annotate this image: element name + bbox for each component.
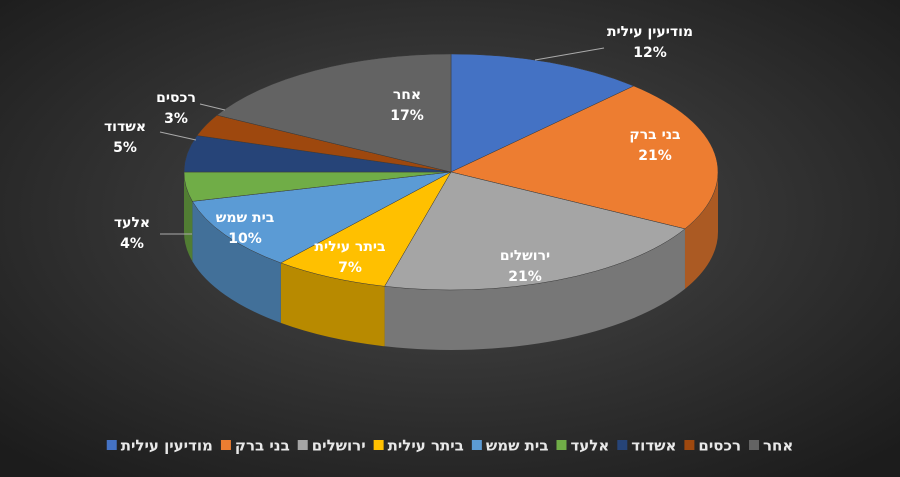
slice: [450, 53, 635, 173]
slice-side: [192, 201, 281, 323]
legend-swatch: [617, 440, 628, 450]
legend-item: אחר: [748, 437, 793, 455]
category-label: מודיעין עילית: [607, 24, 693, 40]
legend-swatch: [471, 440, 482, 450]
legend-item: אלעד: [556, 437, 609, 455]
legend-swatch: [220, 440, 231, 450]
slice: [384, 171, 686, 291]
legend-item: רכסים: [684, 437, 741, 455]
slice-side: [280, 262, 385, 347]
legend-swatch: [684, 440, 695, 450]
category-label: אחר: [393, 87, 421, 103]
legend-swatch: [106, 440, 117, 450]
slice-side: [184, 172, 193, 262]
category-label: אלעד: [114, 215, 150, 231]
category-label: ביתר עילית: [314, 239, 385, 255]
legend-item: אשדוד: [617, 437, 676, 455]
pie-tops: [183, 53, 719, 291]
legend-item: ביתר עילית: [373, 437, 464, 455]
legend-item: בית שמש: [471, 437, 549, 455]
legend-label: מודיעין עילית: [121, 437, 213, 455]
data-labels: מודיעין עילית 12% בני ברק 21% ירושלים 21% ביתר…: [104, 24, 693, 285]
legend-item: בני ברק: [220, 437, 290, 455]
value-label: 12%: [633, 45, 667, 61]
category-label: רכסים: [156, 90, 196, 106]
category-label: ירושלים: [500, 248, 550, 264]
leader-line: [159, 131, 197, 141]
legend-label: בני ברק: [235, 437, 290, 455]
legend-label: רכסים: [698, 437, 741, 455]
legend-label: אחר: [763, 437, 793, 455]
legend-swatch: [556, 440, 567, 450]
slice: [280, 171, 452, 287]
legend: מודיעין עילית בני ברק ירושלים ביתר עילית בית…: [106, 437, 793, 455]
legend-swatch: [748, 440, 759, 450]
legend-label: בית שמש: [486, 437, 549, 455]
leader-line: [199, 103, 226, 111]
pie-sides: [184, 172, 718, 350]
value-label: 7%: [338, 260, 362, 276]
value-label: 10%: [228, 231, 262, 247]
legend-label: ביתר עילית: [388, 437, 464, 455]
legend-item: ירושלים: [297, 437, 366, 455]
slice: [450, 85, 719, 230]
slice: [216, 53, 452, 173]
legend-item: מודיעין עילית: [106, 437, 213, 455]
legend-label: ירושלים: [312, 437, 366, 455]
category-label: בני ברק: [629, 127, 680, 143]
slice-side: [384, 228, 685, 350]
value-label: 4%: [120, 236, 144, 252]
category-label: בית שמש: [216, 210, 274, 226]
value-label: 21%: [508, 269, 542, 285]
category-label: אשדוד: [104, 119, 146, 135]
leader-line: [534, 47, 605, 61]
value-label: 5%: [113, 140, 137, 156]
legend-label: אשדוד: [631, 437, 676, 455]
legend-swatch: [297, 440, 308, 450]
legend-swatch: [373, 440, 384, 450]
legend-label: אלעד: [570, 437, 609, 455]
value-label: 17%: [390, 108, 424, 124]
value-label: 21%: [638, 148, 672, 164]
value-label: 3%: [164, 111, 188, 127]
slice: [191, 171, 452, 264]
